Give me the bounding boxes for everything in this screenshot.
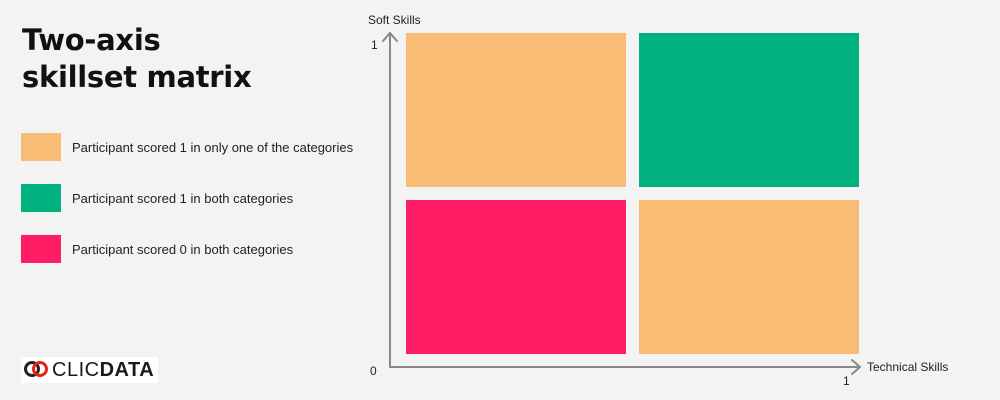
y-tick-label-0: 0 xyxy=(370,364,377,378)
legend-swatch-one-category xyxy=(21,133,61,161)
matrix-cells xyxy=(406,33,859,354)
y-tick-label-1: 1 xyxy=(371,38,378,52)
x-axis-arrow-icon xyxy=(851,359,861,375)
matrix-cell-0-0 xyxy=(406,200,626,354)
matrix-cell-0-1 xyxy=(406,33,626,187)
y-axis-arrow-icon xyxy=(382,32,398,42)
clicdata-rings-icon xyxy=(24,360,50,380)
page-title: Two-axis skillset matrix xyxy=(22,22,252,96)
clicdata-logo: CLICDATA xyxy=(21,357,158,383)
legend-label-no-category: Participant scored 0 in both categories xyxy=(72,241,294,257)
x-axis-label: Technical Skills xyxy=(867,360,948,374)
x-tick-label-1: 1 xyxy=(843,374,850,388)
matrix-cell-1-0 xyxy=(639,200,859,354)
legend-swatch-no-category xyxy=(21,235,61,263)
title-line-2: skillset matrix xyxy=(22,60,252,94)
logo-wordmark-clic: CLIC xyxy=(52,359,100,381)
legend-item-no-category: Participant scored 0 in both categories xyxy=(21,235,353,263)
logo-wordmark-data: DATA xyxy=(99,359,155,381)
legend-swatch-both-categories xyxy=(21,184,61,212)
y-axis-label: Soft Skills xyxy=(368,13,421,27)
legend-label-one-category: Participant scored 1 in only one of the … xyxy=(72,139,354,155)
legend-item-one-category: Participant scored 1 in only one of the … xyxy=(21,133,353,161)
legend-label-both-categories: Participant scored 1 in both categories xyxy=(72,190,294,206)
logo-wordmark: CLICDATA xyxy=(52,357,154,383)
legend: Participant scored 1 in only one of the … xyxy=(21,133,353,286)
matrix-axes xyxy=(382,32,861,375)
matrix-cell-1-1 xyxy=(639,33,859,187)
title-line-1: Two-axis xyxy=(22,23,161,57)
legend-item-both-categories: Participant scored 1 in both categories xyxy=(21,184,353,212)
